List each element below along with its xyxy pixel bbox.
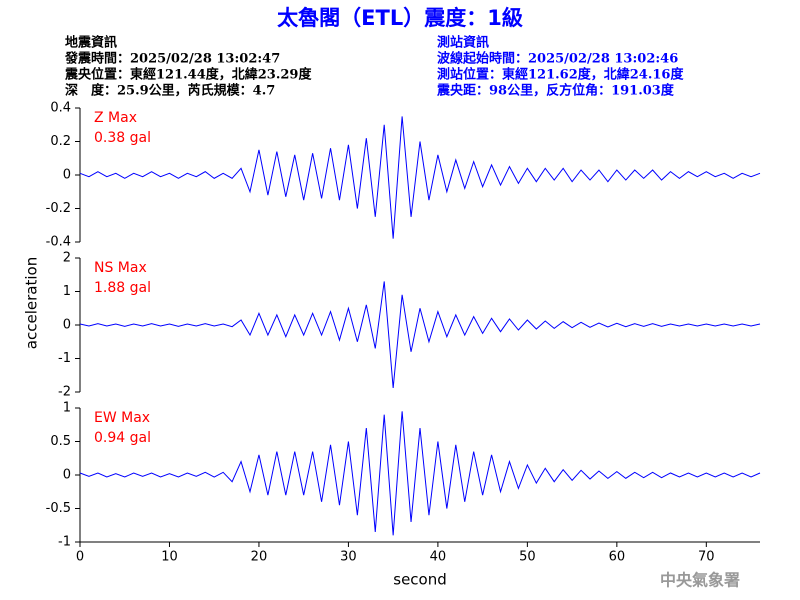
y-tick-label: 1 [63,401,71,416]
max-annotation: EW Max [94,410,150,426]
station-info: 震央距：98公里，反方位角：191.03度 [436,83,675,99]
x-tick-label: 20 [251,550,268,565]
waveform [79,116,761,239]
y-tick-label: 0.4 [50,101,71,116]
y-tick-label: -1 [58,535,71,550]
x-tick-label: 10 [161,550,178,565]
event-info: 地震資訊 [65,35,117,51]
max-annotation: Z Max [94,110,137,126]
y-tick-label: -0.4 [46,235,71,250]
waveform [79,411,761,536]
y-tick-label: 2 [63,251,71,266]
max-annotation: 0.94 gal [94,430,151,446]
y-axis-label: acceleration [23,257,41,349]
x-tick-label: 30 [340,550,357,565]
watermark: 中央氣象署 [660,571,740,590]
y-tick-label: -2 [58,385,71,400]
station-info: 測站資訊 [437,35,489,51]
event-info: 震央位置：東經121.44度，北緯23.29度 [64,67,312,83]
x-tick-label: 60 [609,550,626,565]
y-tick-label: 1 [63,284,71,299]
y-tick-label: 0.2 [50,134,71,149]
y-tick-label: 0 [63,168,71,183]
y-tick-label: -0.2 [46,201,71,216]
max-annotation: 1.88 gal [94,280,151,296]
event-info: 深 度：25.9公里，芮氏規模：4.7 [65,83,275,99]
x-tick-label: 70 [698,550,715,565]
x-tick-label: 40 [430,550,447,565]
y-tick-label: 0 [63,468,71,483]
y-tick-label: 0.5 [50,434,71,449]
y-tick-label: -0.5 [46,501,71,516]
waveform [79,281,761,389]
y-tick-label: -1 [58,351,71,366]
station-info: 測站位置：東經121.62度，北緯24.16度 [437,67,684,83]
max-annotation: 0.38 gal [94,130,151,146]
x-tick-label: 0 [76,550,84,565]
chart-title: 太魯閣（ETL）震度：1級 [277,6,523,30]
x-tick-label: 50 [519,550,536,565]
x-axis-label: second [393,571,447,589]
station-info: 波線起始時間：2025/02/28 13:02:46 [437,51,678,67]
max-annotation: NS Max [94,260,147,276]
event-info: 發震時間：2025/02/28 13:02:47 [64,51,280,67]
y-tick-label: 0 [63,318,71,333]
